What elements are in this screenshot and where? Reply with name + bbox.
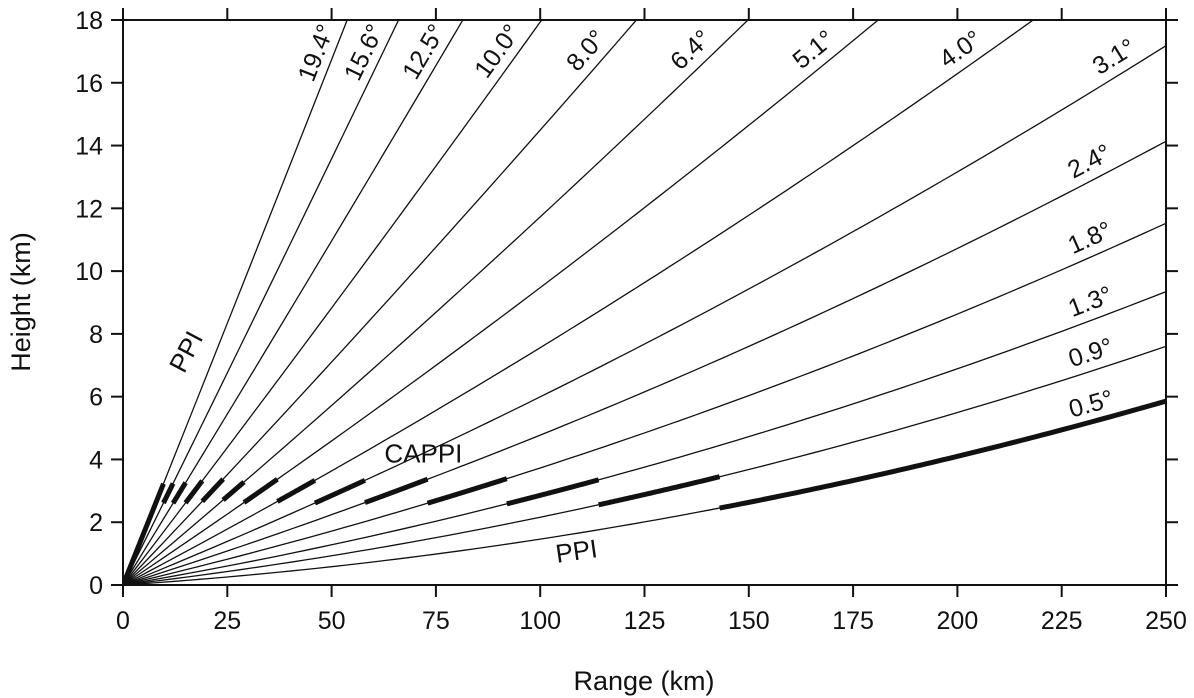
annotations: PPI CAPPI PPI bbox=[163, 326, 599, 569]
beam-label-0-9: 0.9° bbox=[1065, 333, 1116, 373]
beam-label-19-4: 19.4° bbox=[293, 21, 341, 86]
y-axis: 0 2 4 6 8 10 12 14 16 18 bbox=[75, 7, 1178, 600]
beam-label-8: 8.0° bbox=[561, 25, 612, 77]
cappi-segment-1-8 bbox=[426, 476, 508, 506]
x-axis-title: Range (km) bbox=[573, 666, 714, 696]
x-tick-label: 100 bbox=[519, 607, 561, 635]
beam-line-8 bbox=[123, 20, 638, 585]
cappi-segment-3-1 bbox=[313, 478, 367, 506]
beam-line-19-4 bbox=[123, 20, 348, 585]
beam-line-1-3 bbox=[123, 291, 1166, 585]
beam-label-1-8: 1.8° bbox=[1064, 216, 1116, 260]
x-tick-label: 225 bbox=[1041, 607, 1083, 635]
y-tick-label: 2 bbox=[89, 509, 103, 537]
beam-label-5-1: 5.1° bbox=[787, 25, 839, 75]
beam-line-5-1 bbox=[123, 20, 880, 585]
region-label-ppi: PPI bbox=[554, 533, 600, 569]
y-tick-label: 14 bbox=[75, 133, 103, 161]
beam-label-1-3: 1.3° bbox=[1064, 281, 1116, 323]
beam-label-6-4: 6.4° bbox=[665, 25, 717, 76]
beam-label-10: 10.0° bbox=[469, 19, 526, 83]
y-tick-label: 12 bbox=[75, 195, 103, 223]
cappi-segment-6-4 bbox=[221, 480, 246, 502]
beam-labels: 0.5°0.9°1.3°1.8°2.4°3.1°4.0°5.1°6.4°8.0°… bbox=[293, 19, 1141, 423]
beam-line-6-4 bbox=[123, 20, 749, 585]
cappi-segment-0-9 bbox=[598, 474, 721, 508]
beam-line-2-4 bbox=[123, 140, 1166, 585]
cappi-segment-1-3 bbox=[506, 477, 600, 507]
beam-line-1-8 bbox=[123, 222, 1166, 585]
region-label-cappi: CAPPI bbox=[384, 439, 462, 469]
cappi-segment-8 bbox=[200, 477, 225, 504]
beam-line-3-1 bbox=[123, 45, 1166, 585]
beam-line-10 bbox=[123, 20, 543, 585]
y-tick-label: 8 bbox=[89, 321, 103, 349]
y-tick-label: 16 bbox=[75, 70, 103, 98]
y-axis-title: Height (km) bbox=[6, 232, 36, 372]
beam-label-4: 4.0° bbox=[934, 25, 987, 74]
x-tick-label: 125 bbox=[624, 607, 666, 635]
cappi-segment-5-1 bbox=[242, 477, 279, 505]
x-tick-label: 150 bbox=[728, 607, 770, 635]
x-tick-label: 25 bbox=[213, 607, 241, 635]
beam-line-15-6 bbox=[123, 20, 400, 585]
cappi-segment-2-4 bbox=[364, 476, 429, 505]
x-tick-label: 75 bbox=[422, 607, 450, 635]
cappi-segment-0-5 bbox=[719, 398, 1166, 511]
beam-lines bbox=[123, 20, 1166, 585]
beam-line-0-9 bbox=[123, 345, 1166, 585]
y-tick-label: 18 bbox=[75, 7, 103, 35]
x-tick-label: 50 bbox=[318, 607, 346, 635]
cappi-segment-15-6 bbox=[161, 482, 176, 505]
x-tick-label: 200 bbox=[937, 607, 979, 635]
beam-label-12-5: 12.5° bbox=[397, 19, 451, 84]
cappi-segment-4 bbox=[276, 478, 317, 504]
x-tick-label: 0 bbox=[116, 607, 130, 635]
x-axis: 0 25 50 75 100 125 150 175 200 225 250 bbox=[116, 8, 1187, 635]
y-tick-label: 4 bbox=[89, 446, 103, 474]
region-label-ppi: PPI bbox=[163, 326, 209, 377]
beam-line-12-5 bbox=[123, 20, 464, 585]
x-tick-label: 175 bbox=[832, 607, 874, 635]
cappi-segment-10 bbox=[183, 479, 205, 505]
beam-label-15-6: 15.6° bbox=[339, 20, 390, 85]
y-tick-label: 10 bbox=[75, 258, 103, 286]
cappi-segment-19-4 bbox=[123, 482, 166, 585]
beam-label-3-1: 3.1° bbox=[1088, 33, 1141, 80]
beam-label-2-4: 2.4° bbox=[1063, 139, 1116, 185]
y-tick-label: 0 bbox=[89, 572, 103, 600]
cappi-segments bbox=[123, 398, 1166, 585]
y-tick-label: 6 bbox=[89, 384, 103, 412]
x-tick-label: 250 bbox=[1145, 607, 1187, 635]
cappi-segment-12-5 bbox=[170, 481, 188, 505]
